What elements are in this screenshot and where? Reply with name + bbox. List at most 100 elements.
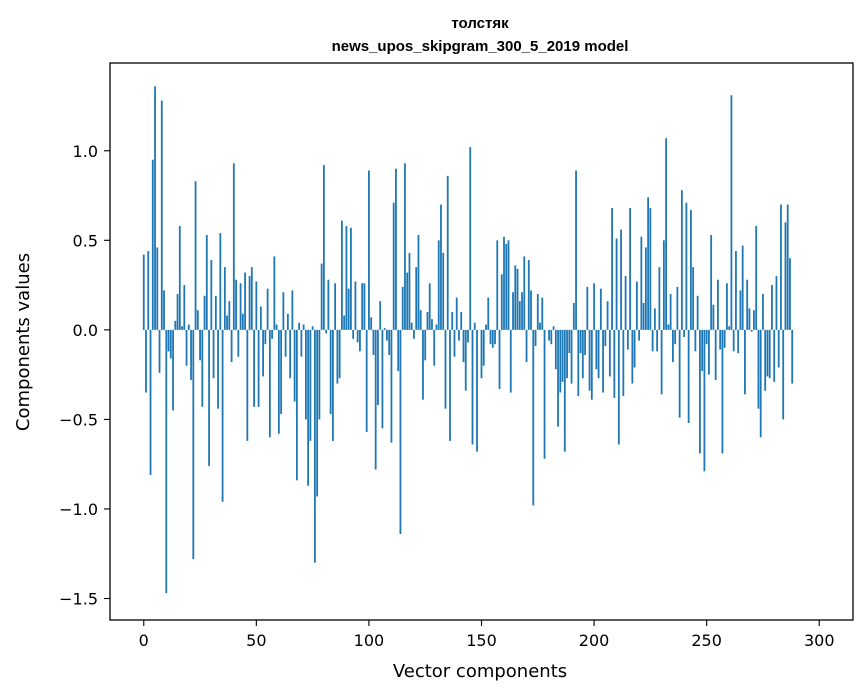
bar-87 — [338, 329, 341, 379]
bar-38 — [228, 301, 231, 330]
bar-34 — [219, 233, 222, 330]
bar-142 — [462, 329, 465, 363]
bar-150 — [480, 329, 483, 379]
bar-48 — [250, 267, 253, 330]
y-axis-label: Components values — [13, 253, 34, 431]
bar-231 — [662, 240, 665, 330]
bar-138 — [453, 329, 456, 357]
bar-44 — [241, 313, 244, 330]
bar-222 — [642, 302, 645, 330]
y-tick-label: 0.0 — [73, 321, 98, 340]
bar-96 — [359, 329, 361, 352]
bar-243 — [689, 209, 692, 330]
bar-160 — [503, 236, 505, 330]
bar-230 — [660, 329, 663, 395]
bar-284 — [782, 329, 785, 420]
bar-227 — [653, 308, 656, 330]
bar-161 — [505, 243, 508, 330]
bar-210 — [615, 238, 618, 330]
chart-title-line-2: news_upos_skipgram_300_5_2019 model — [332, 38, 629, 55]
bar-12 — [169, 329, 172, 359]
bar-65 — [289, 329, 292, 379]
bar-151 — [482, 329, 485, 366]
bar-27 — [203, 295, 206, 330]
bar-193 — [577, 329, 580, 397]
bar-221 — [640, 236, 643, 330]
bar-135 — [446, 175, 449, 330]
bar-206 — [606, 301, 609, 330]
bar-141 — [460, 311, 463, 330]
bar-136 — [449, 329, 451, 441]
bar-116 — [404, 163, 406, 330]
bar-9 — [163, 290, 165, 330]
bar-5 — [154, 86, 156, 330]
bar-86 — [336, 329, 339, 384]
bar-52 — [259, 306, 262, 330]
bar-163 — [509, 329, 512, 393]
bar-18 — [183, 285, 186, 330]
bar-288 — [791, 329, 794, 384]
bar-128 — [431, 319, 433, 330]
bar-76 — [313, 329, 316, 563]
bar-208 — [611, 208, 613, 330]
bar-250 — [705, 329, 708, 345]
bar-15 — [176, 294, 179, 330]
bar-199 — [590, 329, 593, 400]
y-tick-label: −0.5 — [59, 410, 98, 429]
bar-120 — [413, 329, 415, 339]
bar-173 — [532, 329, 535, 506]
bar-22 — [192, 329, 195, 560]
bar-47 — [248, 276, 251, 330]
bar-273 — [757, 329, 760, 409]
bar-20 — [187, 324, 190, 330]
bar-110 — [390, 329, 393, 443]
bar-140 — [458, 329, 460, 341]
bar-216 — [629, 208, 631, 330]
bar-13 — [172, 329, 174, 411]
bar-272 — [755, 225, 758, 330]
bar-98 — [363, 283, 366, 330]
bar-17 — [181, 326, 183, 330]
bar-106 — [381, 329, 384, 429]
y-tick-label: 0.5 — [73, 231, 98, 250]
bar-139 — [455, 297, 458, 330]
bar-158 — [498, 329, 501, 389]
bar-132 — [440, 204, 442, 330]
bar-108 — [386, 329, 388, 341]
bar-156 — [494, 329, 496, 345]
bar-69 — [298, 322, 301, 330]
bar-196 — [584, 329, 586, 355]
bar-209 — [613, 329, 616, 398]
bar-238 — [678, 329, 681, 418]
bar-271 — [753, 310, 755, 330]
bar-99 — [365, 329, 368, 432]
bar-217 — [631, 329, 634, 384]
bar-262 — [732, 329, 735, 352]
bar-51 — [257, 329, 260, 407]
bar-94 — [354, 281, 357, 330]
bar-82 — [327, 279, 330, 330]
bar-190 — [570, 329, 573, 384]
bar-242 — [687, 329, 690, 423]
bar-189 — [568, 329, 571, 354]
bar-46 — [246, 329, 249, 441]
bar-81 — [325, 329, 328, 334]
bar-287 — [789, 258, 791, 330]
bar-220 — [638, 329, 641, 341]
bar-246 — [696, 295, 699, 330]
bar-252 — [710, 234, 713, 330]
bar-192 — [575, 170, 577, 330]
x-tick-label: 100 — [354, 631, 385, 650]
bar-213 — [622, 329, 625, 397]
bar-249 — [703, 329, 706, 472]
bar-264 — [737, 329, 740, 354]
bar-8 — [160, 100, 163, 330]
bar-93 — [352, 329, 355, 339]
bar-118 — [408, 252, 411, 330]
bar-80 — [322, 165, 325, 330]
bar-129 — [433, 329, 436, 366]
bar-226 — [651, 329, 654, 352]
bar-7 — [158, 329, 161, 373]
bar-57 — [271, 329, 274, 339]
